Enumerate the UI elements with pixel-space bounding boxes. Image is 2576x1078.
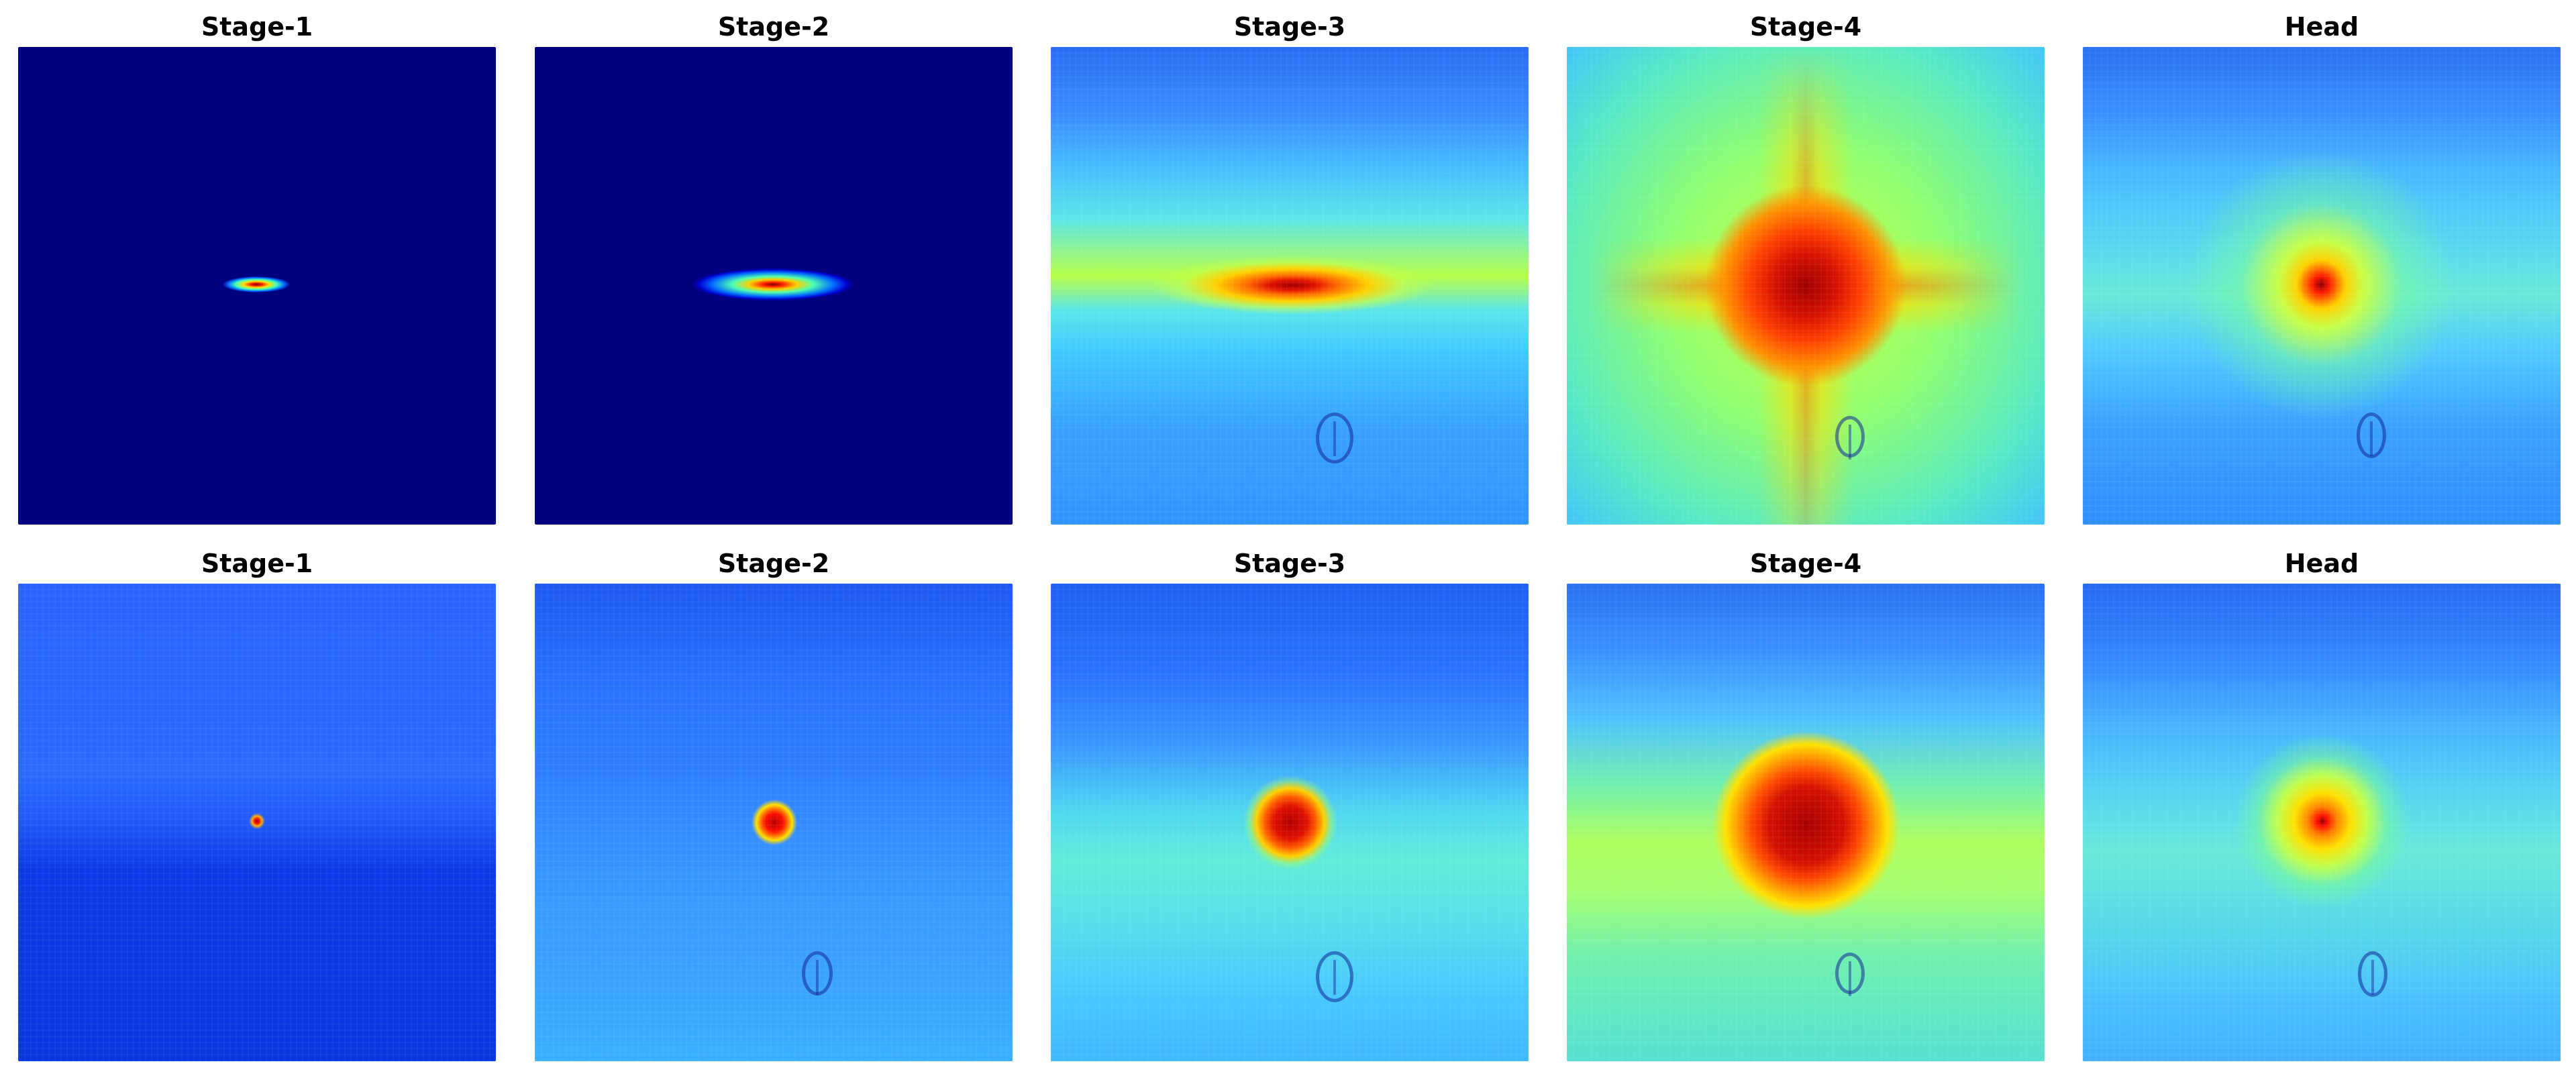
car-emblem-icon: [1835, 416, 1865, 457]
car-emblem-icon: [802, 951, 833, 995]
row2-title-stage-1: Stage-1: [201, 549, 313, 578]
row1-title-stage-3: Stage-3: [1233, 12, 1346, 42]
row2-title-stage-2: Stage-2: [717, 549, 830, 578]
car-emblem-icon: [1316, 413, 1353, 464]
row2-heatmap-stage-1: [18, 584, 496, 1061]
row1-heatmap-head: [2083, 47, 2561, 525]
car-emblem-icon: [2358, 951, 2387, 997]
car-emblem-icon: [2357, 413, 2386, 458]
row2-title-head: Head: [2284, 549, 2359, 578]
car-emblem-icon: [1316, 951, 1353, 1002]
row1-heatmap-stage-4: [1567, 47, 2045, 525]
row1-heatmap-stage-1: [18, 47, 496, 525]
row1-title-head: Head: [2284, 12, 2359, 42]
row1-heatmap-stage-3: [1051, 47, 1529, 525]
row2-title-stage-4: Stage-4: [1749, 549, 1862, 578]
car-emblem-icon: [1835, 953, 1865, 994]
row1-title-stage-1: Stage-1: [201, 12, 313, 42]
row2-heatmap-head: [2083, 584, 2561, 1061]
row2-heatmap-stage-4: [1567, 584, 2045, 1061]
row2-heatmap-stage-2: [535, 584, 1013, 1061]
row2-heatmap-stage-3: [1051, 584, 1529, 1061]
row2-title-stage-3: Stage-3: [1233, 549, 1346, 578]
row1-heatmap-stage-2: [535, 47, 1013, 525]
row1-title-stage-2: Stage-2: [717, 12, 830, 42]
row1-title-stage-4: Stage-4: [1749, 12, 1862, 42]
